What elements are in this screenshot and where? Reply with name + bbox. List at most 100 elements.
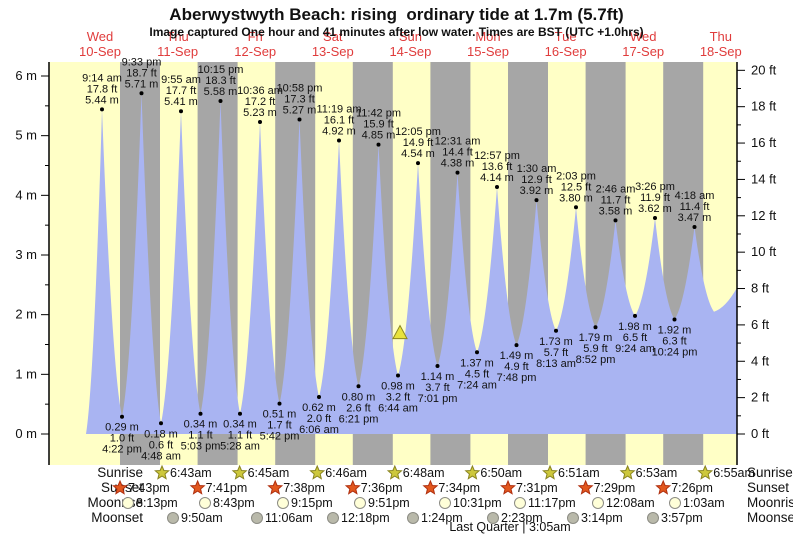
right-tick-label: 6 ft [751,317,769,332]
high-tide-ft: 17.8 ft [87,83,118,95]
day-date: 18-Sep [700,44,742,59]
day-name: Fri [248,29,263,44]
moonrise-circle-icon [592,497,604,509]
high-tide-time: 3:26 pm [635,181,675,193]
low-tide-m: 0.98 m [381,381,415,393]
low-tide-m: 0.51 m [263,409,297,421]
astro-time: 7:41pm [206,481,248,495]
high-tide-ft: 13.6 ft [482,161,513,173]
low-tide-time: 8:52 pm [576,354,616,366]
high-tide-ft: 11.9 ft [640,192,670,204]
low-tide-ft: 1.1 ft [228,430,252,442]
high-tide-m: 4.92 m [322,125,356,137]
high-tide-dot [416,161,420,166]
astro-time: 12:08am [606,496,655,510]
astro-row-label-right: Sunset [747,480,789,495]
high-tide-m: 3.80 m [559,192,593,204]
astro-time: 3:14pm [581,511,623,525]
day-date: 17-Sep [622,44,664,59]
high-tide-m: 5.41 m [164,96,198,108]
high-tide-dot [258,119,262,124]
high-tide-m: 4.54 m [401,148,435,160]
high-tide-dot [218,99,223,104]
low-tide-time: 6:06 am [299,424,339,436]
astro-time: 1:03am [683,496,725,510]
high-tide-ft: 17.7 ft [166,85,197,97]
astro-time: 7:43pm [128,481,170,495]
low-tide-m: 1.73 m [539,336,573,348]
low-tide-dot [593,325,598,330]
astro-time: 9:51pm [368,496,410,510]
astro-time: 6:45am [248,466,290,480]
astro-row-label-left: Moonrise [87,495,143,510]
low-tide-ft: 5.7 ft [544,347,568,359]
high-tide-time: 12:57 pm [474,150,520,162]
high-tide-m: 5.27 m [283,105,317,117]
low-tide-ft: 0.6 ft [149,439,173,451]
moonset-circle-icon [167,512,179,524]
sunset-star-icon [344,479,361,495]
day-date: 15-Sep [467,44,509,59]
astro-time: 6:55am [713,466,755,480]
left-tick-label: 4 m [15,187,37,202]
high-tide-ft: 14.4 ft [442,147,473,159]
low-tide-time: 10:24 pm [652,346,698,358]
low-tide-time: 4:48 am [141,450,181,462]
day-labels: Wed10-SepThu11-SepFri12-SepSat13-SepSun1… [79,29,742,59]
low-tide-dot [633,313,637,318]
sunset-star-icon [500,479,516,495]
high-tide-time: 10:58 pm [277,83,323,95]
low-tide-dot [356,384,361,389]
day-name: Mon [475,29,500,44]
low-tide-time: 4:22 pm [102,444,142,456]
high-tide-time: 1:30 am [517,163,557,175]
right-tick-label: 16 ft [751,135,777,150]
low-tide-ft: 6.5 ft [623,332,647,344]
astro-time: 12:18pm [341,511,390,525]
low-tide-m: 0.34 m [223,419,257,431]
astro-time: 7:34pm [438,481,480,495]
page-title: Aberwystwyth Beach: rising ordinary tide… [169,5,624,24]
high-tide-time: 12:31 am [435,136,481,148]
astro-time: 6:51am [558,466,600,480]
day-name: Sat [323,29,343,44]
high-tide-ft: 12.9 ft [521,174,552,186]
low-tide-time: 9:24 am [615,343,655,355]
low-tide-dot [475,350,479,355]
high-tide-m: 5.71 m [125,78,159,90]
high-tide-time: 10:36 am [237,85,283,97]
high-tide-dot [139,91,144,96]
high-tide-dot [100,107,104,112]
low-tide-dot [396,373,400,378]
day-date: 16-Sep [545,44,587,59]
sunrise-star-icon [309,464,326,480]
high-tide-dot [613,218,618,223]
low-tide-ft: 4.9 ft [504,361,528,373]
day-date: 11-Sep [157,44,198,59]
moonset-circle-icon [407,512,419,524]
low-tide-ft: 2.6 ft [346,402,370,414]
low-tide-time: 7:01 pm [418,393,458,405]
sunrise-star-icon [154,464,170,480]
high-tide-time: 9:14 am [82,72,122,84]
astro-time: 8:43pm [213,496,255,510]
astro-time: 9:50am [181,511,223,525]
moonrise-circle-icon [199,497,211,509]
high-tide-time: 11:42 pm [356,108,401,120]
astro-time: 7:31pm [516,481,558,495]
high-tide-m: 4.38 m [441,158,475,170]
high-tide-ft: 11.7 ft [601,194,631,206]
moonset-circle-icon [567,512,579,524]
low-tide-m: 0.18 m [144,428,178,440]
right-tick-label: 8 ft [751,281,769,296]
sunrise-star-icon [464,464,481,480]
astro-time: 7:26pm [671,481,713,495]
high-tide-ft: 14.9 ft [403,137,434,149]
astro-time: 8:13pm [136,496,178,510]
sunrise-star-icon [542,464,558,480]
high-tide-dot [534,198,539,203]
high-tide-time: 2:46 am [596,183,636,195]
tide-curve [86,93,737,435]
high-tide-time: 11:19 am [316,103,361,115]
